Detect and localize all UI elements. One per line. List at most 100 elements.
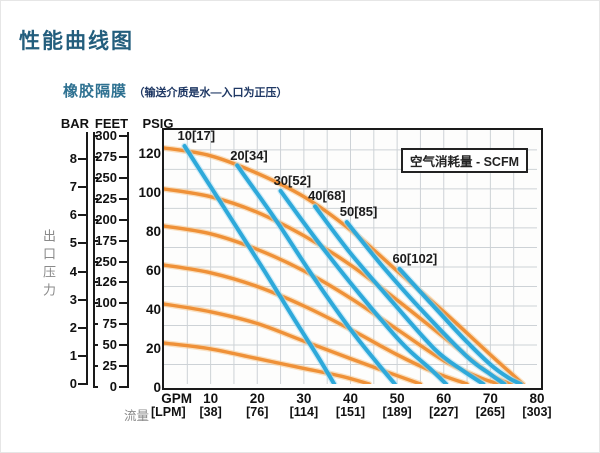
feet-tick-inner bbox=[93, 323, 98, 326]
feet-tick-label-225-3: 225 bbox=[95, 190, 117, 206]
bar-tick-label-8: 8 bbox=[69, 151, 77, 166]
feet-tick-inner bbox=[93, 155, 98, 158]
feet-axis-left-line bbox=[93, 132, 95, 388]
feet-tick-inner bbox=[93, 197, 98, 200]
feet-tick-inner bbox=[93, 218, 98, 221]
feet-tick-inner bbox=[93, 176, 98, 179]
psig-tick-label-20: 20 bbox=[145, 341, 161, 356]
y-axis-title: 出口压力 bbox=[41, 229, 56, 301]
psig-tick-label-60: 60 bbox=[145, 263, 161, 278]
feet-tick-label-175-5: 175 bbox=[95, 232, 117, 248]
air-curve-30-52 bbox=[278, 188, 449, 384]
air-curve-20-34 bbox=[235, 163, 397, 384]
x-tick-lpm-7: [265] bbox=[475, 405, 505, 419]
x-tick-lpm-8: [303] bbox=[522, 405, 552, 419]
air-curve-30-52-label: 30[52] bbox=[273, 172, 312, 188]
feet-tick bbox=[119, 281, 127, 284]
air-curve-40-68-label: 40[68] bbox=[308, 188, 346, 204]
bar-tick-label-6: 6 bbox=[69, 207, 77, 223]
bar-axis-line bbox=[86, 132, 88, 385]
air-curve-20-34-label: 20[34] bbox=[230, 147, 268, 163]
diaphragm-type-label: 橡胶隔膜 bbox=[63, 83, 128, 100]
bar-tick bbox=[78, 242, 86, 245]
bar-tick-label-3: 3 bbox=[69, 291, 77, 307]
psig-tick-label-120: 120 bbox=[138, 146, 161, 161]
x-tick-lpm-4: [151] bbox=[335, 405, 366, 419]
x-tick-gpm-10: 10 bbox=[203, 391, 219, 406]
feet-tick-inner bbox=[93, 365, 98, 368]
bar-tick-label-1: 1 bbox=[69, 347, 77, 363]
air-curve-30-52-halo bbox=[277, 187, 450, 384]
air-curve-40-68 bbox=[313, 204, 486, 384]
x-axis-unit-gpm: GPM bbox=[161, 391, 192, 406]
bar-tick bbox=[78, 354, 86, 357]
curves-canvas bbox=[164, 130, 537, 384]
feet-tick-inner bbox=[93, 281, 98, 284]
x-tick-lpm-3: [114] bbox=[289, 405, 319, 419]
x-tick-lpm-5: [189] bbox=[382, 405, 412, 419]
x-tick-gpm-60: 60 bbox=[436, 391, 452, 406]
bar-tick-label-7: 7 bbox=[69, 179, 77, 195]
feet-tick-label-126-7: 126 bbox=[95, 274, 117, 290]
discharge-curve-20psig-halo bbox=[164, 340, 373, 384]
bar-tick bbox=[78, 298, 86, 301]
x-tick-lpm-2: [76] bbox=[246, 405, 269, 419]
feet-tick bbox=[119, 176, 127, 179]
bar-tick bbox=[78, 270, 86, 273]
feet-tick-inner bbox=[93, 239, 98, 242]
feet-tick-label-50-10: 50 bbox=[102, 337, 117, 353]
legend-air-consumption: 空气消耗量 - SCFM bbox=[401, 148, 528, 173]
feet-tick-inner bbox=[93, 135, 98, 137]
feet-tick bbox=[119, 239, 127, 242]
bar-tick-label-4: 4 bbox=[69, 263, 77, 279]
chart-subtitle: 橡胶隔膜 （输送介质是水—入口为正压） bbox=[63, 80, 287, 101]
psig-tick-label-40: 40 bbox=[145, 302, 161, 317]
x-tick-gpm-50: 50 bbox=[389, 391, 405, 406]
psig-tick-label-100: 100 bbox=[138, 185, 161, 200]
air-curve-10-17-label: 10[17] bbox=[177, 127, 216, 143]
bar-tick-label-0: 0 bbox=[69, 376, 77, 391]
feet-tick-label-100-8: 100 bbox=[95, 295, 117, 311]
x-axis-name: 流量 bbox=[123, 409, 149, 423]
air-curve-60-102 bbox=[397, 266, 523, 384]
feet-tick-inner bbox=[93, 260, 98, 263]
psig-tick-label-0: 0 bbox=[153, 380, 161, 395]
air-curve-10-17 bbox=[182, 144, 337, 384]
y-axis-header-feet: FEET bbox=[94, 116, 129, 131]
feet-tick bbox=[119, 323, 127, 326]
feet-tick-label-275-1: 275 bbox=[95, 148, 117, 164]
feet-tick bbox=[119, 218, 127, 221]
feet-tick bbox=[119, 344, 127, 347]
bar-tick-label-5: 5 bbox=[69, 235, 77, 251]
x-tick-gpm-20: 20 bbox=[249, 391, 265, 406]
feet-tick bbox=[119, 197, 127, 200]
bar-tick-label-2: 2 bbox=[69, 319, 77, 335]
x-tick-gpm-40: 40 bbox=[342, 391, 359, 406]
bar-tick bbox=[78, 186, 86, 189]
page-title: 性能曲线图 bbox=[19, 30, 134, 53]
y-axis-header-psig: PSIG bbox=[142, 116, 174, 131]
diaphragm-type-note: （输送介质是水—入口为正压） bbox=[133, 87, 288, 99]
air-curve-50-85 bbox=[344, 220, 507, 384]
feet-tick bbox=[119, 260, 127, 263]
bar-tick bbox=[78, 326, 86, 329]
feet-tick-label-200-4: 200 bbox=[95, 211, 117, 227]
feet-tick-inner bbox=[93, 302, 98, 305]
x-tick-lpm-1: [38] bbox=[199, 405, 222, 419]
feet-tick-label-0-12: 0 bbox=[109, 379, 117, 395]
bar-tick bbox=[78, 383, 86, 385]
air-curve-50-85-label: 50[85] bbox=[339, 204, 378, 220]
x-tick-lpm-6: [227] bbox=[429, 405, 459, 419]
feet-tick-label-250-2: 250 bbox=[95, 169, 117, 185]
feet-axis-right-line bbox=[127, 132, 129, 388]
x-tick-gpm-30: 30 bbox=[296, 391, 312, 406]
bar-tick bbox=[78, 214, 86, 217]
feet-tick bbox=[119, 135, 127, 137]
feet-tick bbox=[119, 365, 127, 368]
feet-tick bbox=[119, 386, 127, 389]
x-axis-unit-lpm: [LPM] bbox=[151, 405, 186, 419]
bar-tick bbox=[78, 158, 86, 160]
feet-tick-label-75-9: 75 bbox=[102, 316, 117, 332]
x-tick-gpm-80: 80 bbox=[529, 391, 545, 406]
